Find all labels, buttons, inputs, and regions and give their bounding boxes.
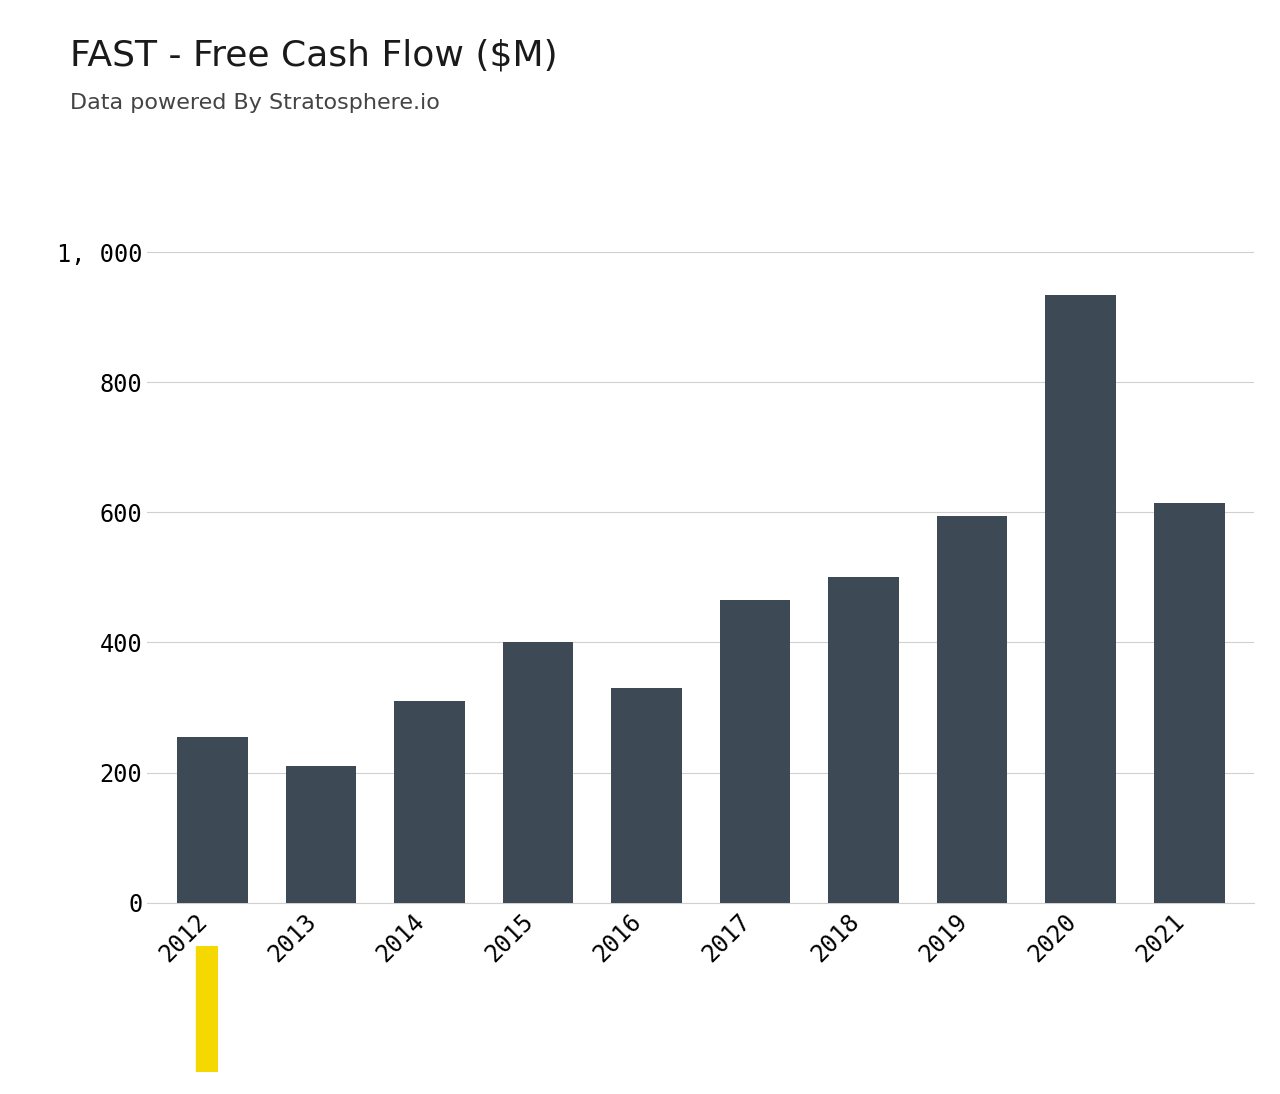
- Text: FAST - Free Cash Flow ($M): FAST - Free Cash Flow ($M): [70, 38, 558, 72]
- Text: Data powered By Stratosphere.io: Data powered By Stratosphere.io: [70, 93, 440, 113]
- Bar: [1155, 502, 1225, 903]
- Bar: [394, 701, 465, 903]
- Bar: [719, 601, 790, 903]
- Bar: [503, 642, 573, 903]
- Bar: [1046, 294, 1116, 903]
- Bar: [196, 946, 218, 1072]
- Bar: [177, 736, 247, 903]
- Text: eB: eB: [102, 988, 163, 1031]
- Bar: [612, 688, 682, 903]
- Bar: [285, 766, 356, 903]
- Bar: [937, 515, 1007, 903]
- Bar: [828, 578, 899, 903]
